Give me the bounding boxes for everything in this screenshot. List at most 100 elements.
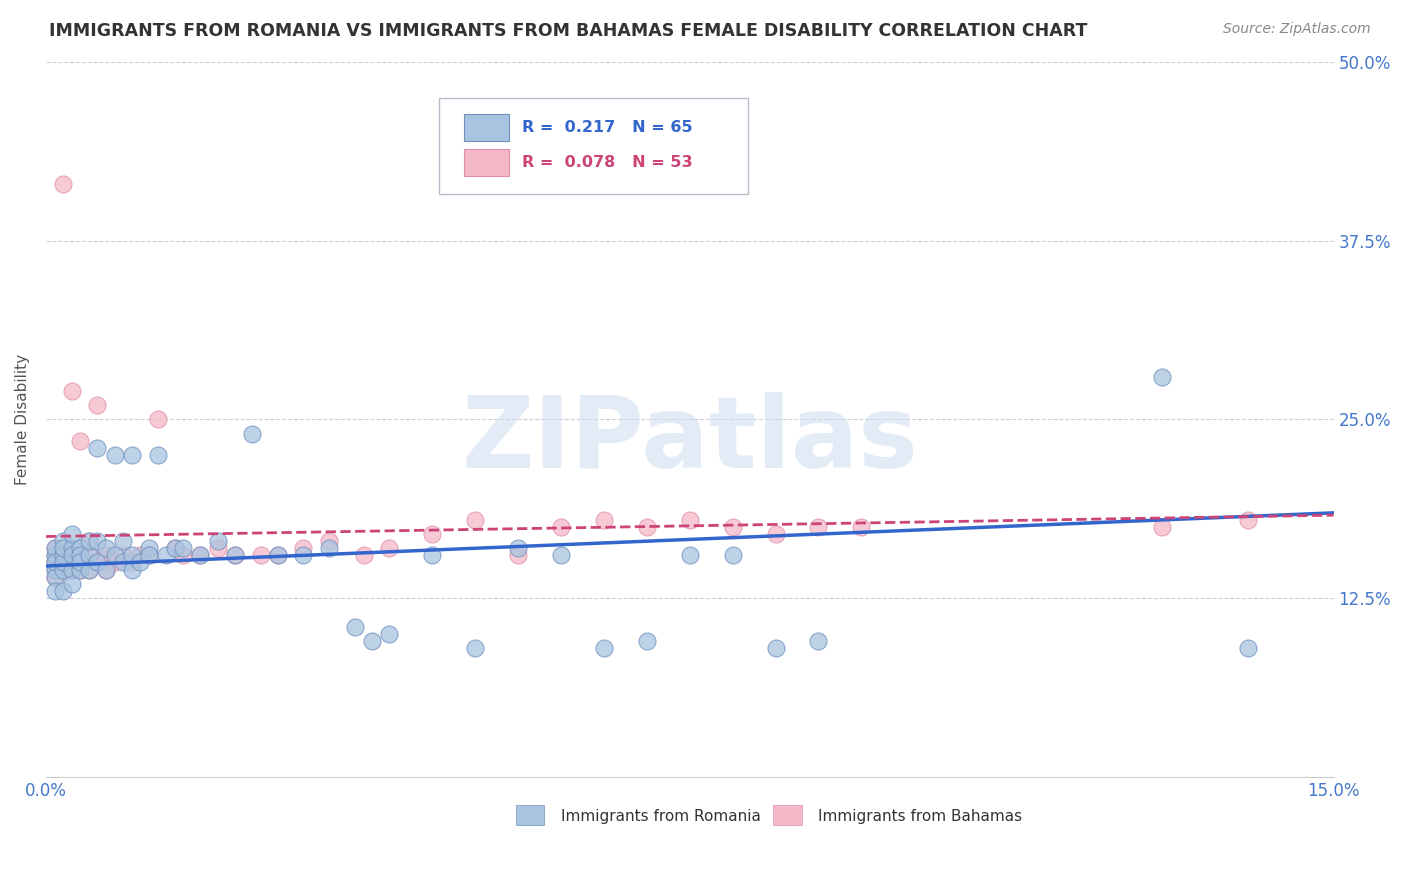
Point (593, 512, 616, 526)
Point (60, 562, 83, 576)
Point (77, 533, 100, 548)
Point (69, 562, 91, 576)
Point (60, 577, 83, 591)
Point (60, 384, 83, 398)
Point (1236, 512, 1258, 526)
Point (52, 177, 75, 191)
Point (60, 555, 83, 569)
Point (1150, 369, 1173, 384)
Point (104, 555, 127, 569)
Point (292, 541, 315, 555)
Point (69, 548, 91, 562)
Point (104, 548, 127, 562)
Point (207, 533, 229, 548)
Point (378, 541, 401, 555)
Point (69, 541, 91, 555)
Point (86, 398, 108, 412)
Point (506, 548, 529, 562)
Point (60, 548, 83, 562)
Point (190, 548, 212, 562)
Point (44, 569, 66, 583)
Point (464, 512, 486, 526)
Point (249, 548, 271, 562)
Point (172, 541, 194, 555)
Point (121, 448, 143, 462)
Point (44, 555, 66, 569)
Point (60, 562, 83, 576)
Point (94, 562, 117, 576)
Point (77, 562, 100, 576)
Text: Immigrants from Bahamas: Immigrants from Bahamas (818, 808, 1022, 823)
Point (129, 555, 152, 569)
Point (86, 441, 108, 455)
Point (224, 548, 246, 562)
Point (146, 448, 169, 462)
Point (378, 627, 401, 641)
Text: IMMIGRANTS FROM ROMANIA VS IMMIGRANTS FROM BAHAMAS FEMALE DISABILITY CORRELATION: IMMIGRANTS FROM ROMANIA VS IMMIGRANTS FR… (49, 22, 1088, 40)
Point (420, 526, 443, 541)
Point (353, 548, 375, 562)
Point (44, 541, 66, 555)
Point (69, 555, 91, 569)
Point (69, 434, 91, 448)
Point (86, 555, 108, 569)
Point (52, 548, 75, 562)
Point (721, 519, 744, 533)
Point (121, 548, 143, 562)
Point (138, 541, 160, 555)
Text: R =  0.217   N = 65: R = 0.217 N = 65 (523, 120, 693, 135)
Point (138, 548, 160, 562)
Point (44, 555, 66, 569)
Point (464, 641, 486, 656)
Point (1236, 641, 1258, 656)
Point (60, 548, 83, 562)
Point (138, 548, 160, 562)
Point (121, 562, 143, 576)
Point (593, 641, 616, 656)
Point (190, 548, 212, 562)
Point (550, 548, 572, 562)
Point (77, 548, 100, 562)
Point (636, 519, 658, 533)
Point (636, 634, 658, 648)
Point (94, 541, 117, 555)
FancyBboxPatch shape (464, 113, 509, 141)
Point (172, 548, 194, 562)
Point (240, 426, 263, 441)
Point (52, 562, 75, 576)
Point (679, 548, 702, 562)
Text: R =  0.078   N = 53: R = 0.078 N = 53 (523, 155, 693, 170)
Point (343, 620, 366, 634)
Point (1150, 519, 1173, 533)
Point (807, 634, 830, 648)
Point (69, 555, 91, 569)
Text: Source: ZipAtlas.com: Source: ZipAtlas.com (1223, 22, 1371, 37)
Point (52, 533, 75, 548)
Point (44, 584, 66, 599)
Point (807, 519, 830, 533)
Point (60, 541, 83, 555)
Point (129, 548, 152, 562)
Point (86, 555, 108, 569)
Point (420, 548, 443, 562)
Point (155, 548, 177, 562)
Point (86, 533, 108, 548)
Point (44, 569, 66, 583)
Point (94, 562, 117, 576)
Point (163, 541, 186, 555)
FancyBboxPatch shape (516, 805, 544, 825)
Point (52, 555, 75, 569)
Point (112, 548, 135, 562)
Point (52, 548, 75, 562)
Point (267, 548, 290, 562)
Point (112, 533, 135, 548)
Text: Immigrants from Romania: Immigrants from Romania (561, 808, 761, 823)
FancyBboxPatch shape (464, 149, 509, 177)
Point (44, 548, 66, 562)
Text: ZIPatlas: ZIPatlas (461, 392, 918, 490)
Point (851, 519, 873, 533)
Point (94, 548, 117, 562)
Point (77, 562, 100, 576)
Point (69, 562, 91, 576)
Point (104, 448, 127, 462)
